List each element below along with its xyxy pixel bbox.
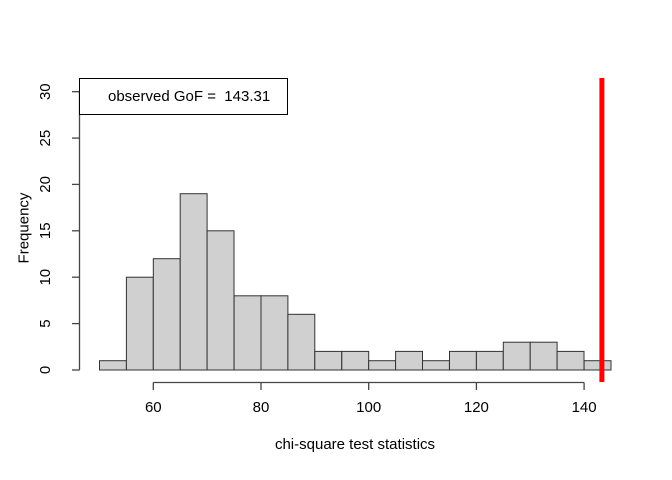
x-axis-tick-label: 60 [145,399,162,416]
histogram-bar [179,193,208,371]
histogram-bar [260,295,289,371]
histogram-bar [152,258,181,371]
y-axis-tick-label: 5 [37,319,54,327]
x-axis-tick-label: 100 [356,399,381,416]
histogram-bar [395,350,424,371]
y-axis-tick-label: 25 [37,130,54,147]
histogram-bar [449,350,477,371]
histogram-bar [529,341,558,371]
histogram-bar [502,341,531,371]
y-axis-tick-label: 30 [37,83,54,100]
x-axis-title: chi-square test statistics [274,436,436,453]
histogram-bar [368,360,397,371]
histogram-bar [233,295,262,371]
histogram-bar [125,276,154,371]
histogram-bar [314,350,343,371]
histogram-bar [422,360,450,371]
histogram-bar [583,360,612,371]
histogram-bar [341,350,370,371]
x-axis-tick-label: 140 [572,399,597,416]
histogram-bar [99,360,127,371]
y-axis-title: Frequency [15,192,33,264]
histogram-bar [475,350,504,371]
y-axis-tick-label: 20 [37,176,54,193]
legend-text: observed GoF = 143.31 [108,88,271,105]
histogram-bar [206,230,235,371]
x-axis-tick-label: 80 [253,399,270,416]
x-axis-tick-label: 120 [464,399,489,416]
y-axis-tick-label: 0 [37,366,54,374]
histogram-bar [556,350,585,371]
y-axis-tick-label: 15 [37,222,54,239]
legend-box: observed GoF = 143.31 [79,78,288,115]
histogram-bar [287,313,316,371]
y-axis-tick-label: 10 [37,269,54,286]
